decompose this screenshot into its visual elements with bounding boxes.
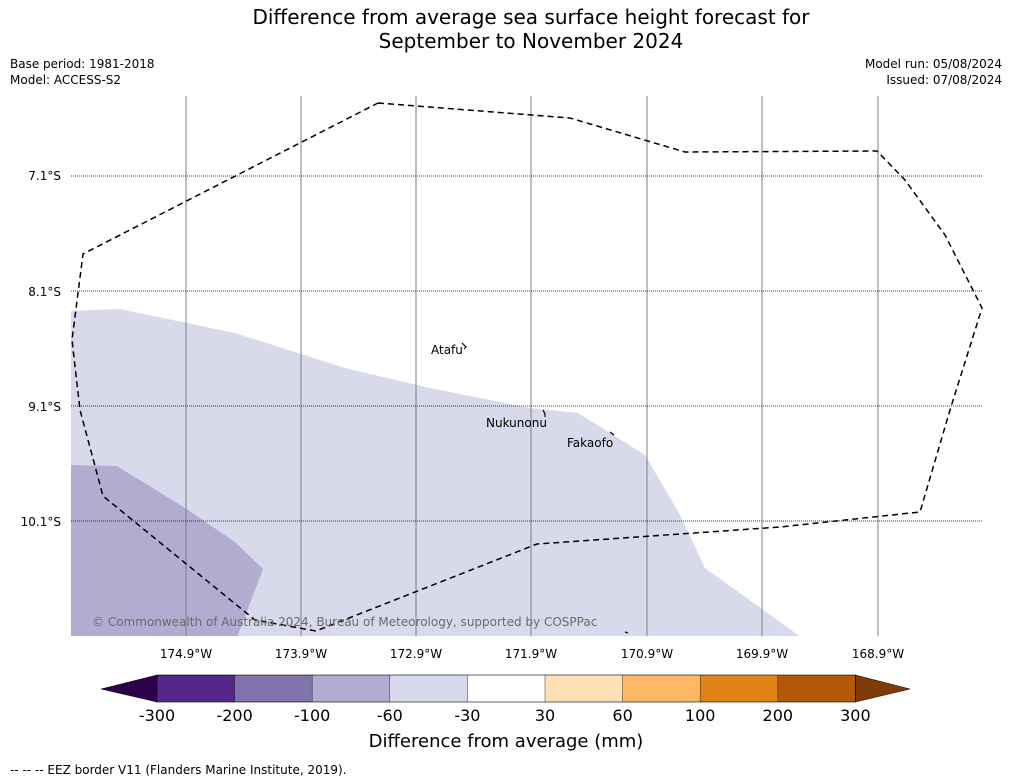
eez-border — [71, 102, 983, 632]
anomaly-region-minus30-to-minus60 — [71, 309, 800, 636]
colorbar-extend-high — [855, 674, 911, 703]
lon-label: 171.9°W — [505, 647, 557, 661]
anomaly-region-minus60-to-minus100 — [71, 465, 263, 636]
lon-label: 173.9°W — [275, 647, 327, 661]
meta-left: Base period: 1981-2018 Model: ACCESS-S2 — [10, 56, 155, 88]
colorbar-tick-label: -300 — [139, 706, 175, 725]
model-name: Model: ACCESS-S2 — [10, 73, 122, 87]
colorbar-segment — [700, 675, 778, 702]
lon-label: 174.9°W — [160, 647, 212, 661]
meta-right: Model run: 05/08/2024 Issued: 07/08/2024 — [865, 56, 1002, 88]
colorbar-tick-label: -30 — [454, 706, 480, 725]
colorbar-extend-low — [100, 674, 158, 703]
colorbar-segment — [157, 675, 235, 702]
lat-label: 9.1°S — [28, 400, 61, 414]
longitude-gridlines — [185, 96, 879, 636]
colorbar-segment — [389, 675, 468, 702]
map-title: Difference from average sea surface heig… — [0, 5, 1011, 53]
colorbar-segment — [234, 675, 313, 702]
title-line-1: Difference from average sea surface heig… — [252, 5, 810, 29]
eez-legend-footer: -- -- -- EEZ border V11 (Flanders Marine… — [10, 763, 347, 777]
colorbar-tick-label: 100 — [685, 706, 716, 725]
colorbar-title: Difference from average (mm) — [369, 731, 644, 752]
swains-island-shape — [624, 631, 629, 634]
lat-label: 10.1°S — [21, 515, 61, 529]
colorbar-tick-label: 60 — [612, 706, 632, 725]
latitude-labels: 7.1°S 8.1°S 9.1°S 10.1°S — [21, 169, 61, 529]
colorbar-segment — [312, 675, 390, 702]
colorbar-dividers — [234, 675, 778, 702]
colorbar-segment — [777, 675, 856, 702]
atafu-island-shape — [461, 342, 467, 350]
colorbar: -300 -200 -100 -60 -30 30 60 100 200 300… — [100, 674, 911, 752]
anomaly-fields — [71, 309, 800, 636]
title-line-2: September to November 2024 — [378, 29, 684, 53]
fakaofo-island-shape — [609, 431, 615, 436]
base-period: Base period: 1981-2018 — [10, 57, 155, 71]
fakaofo-label: Fakaofo — [567, 436, 613, 450]
issued-date: Issued: 07/08/2024 — [886, 73, 1002, 87]
islands — [461, 342, 629, 634]
lat-label: 7.1°S — [28, 169, 61, 183]
model-run: Model run: 05/08/2024 — [864, 57, 1002, 71]
colorbar-tick-label: 200 — [763, 706, 794, 725]
atafu-label: Atafu — [431, 343, 463, 357]
nukunonu-label: Nukunonu — [486, 416, 547, 430]
copyright-notice: © Commonwealth of Australia 2024, Bureau… — [92, 615, 597, 629]
colorbar-frame — [156, 674, 856, 703]
nukunonu-island-shape — [542, 409, 546, 417]
colorbar-segment — [467, 675, 545, 702]
lon-label: 172.9°W — [390, 647, 442, 661]
colorbar-segment — [622, 675, 701, 702]
colorbar-segment — [545, 675, 623, 702]
colorbar-tick-label: -200 — [216, 706, 252, 725]
lat-label: 8.1°S — [28, 285, 61, 299]
colorbar-tick-label: -100 — [294, 706, 330, 725]
colorbar-tick-label: 300 — [840, 706, 871, 725]
lon-label: 168.9°W — [852, 647, 904, 661]
longitude-labels: 174.9°W 173.9°W 172.9°W 171.9°W 170.9°W … — [160, 647, 904, 661]
colorbar-tick-label: -60 — [377, 706, 403, 725]
lon-label: 169.9°W — [736, 647, 788, 661]
lon-label: 170.9°W — [621, 647, 673, 661]
colorbar-tick-label: 30 — [535, 706, 555, 725]
